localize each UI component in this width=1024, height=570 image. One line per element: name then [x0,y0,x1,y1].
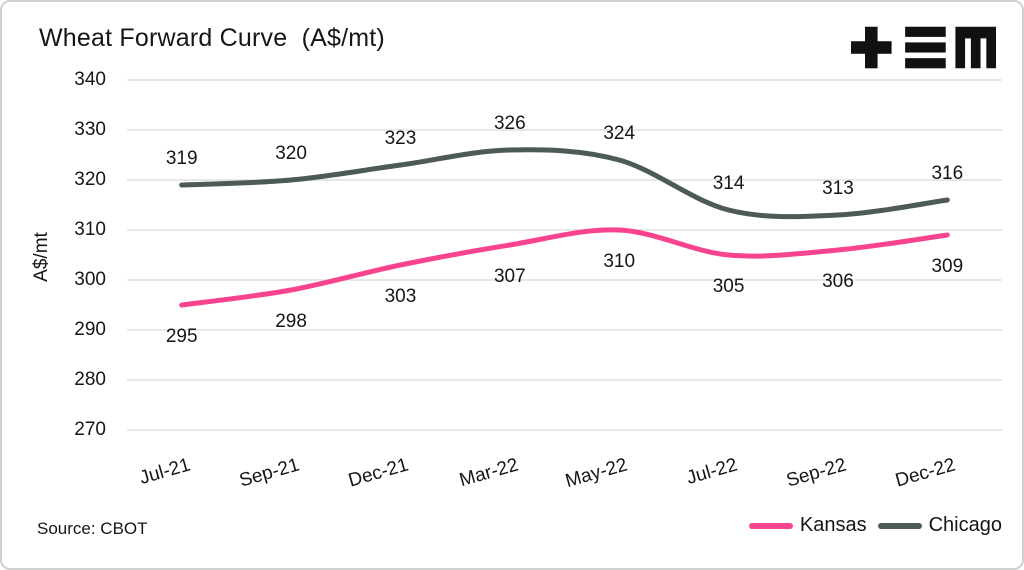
y-tick-label: 330 [74,119,106,140]
legend-item-chicago: Chicago [877,514,1002,537]
data-label-chicago: 320 [275,143,307,164]
data-label-chicago: 316 [931,163,964,184]
data-label-kansas: 298 [275,311,307,332]
y-tick-label: 320 [74,169,106,190]
data-label-chicago: 323 [384,128,417,149]
logo-m-glyph [955,26,996,69]
data-label-chicago: 313 [822,178,854,199]
y-tick-label: 340 [74,69,106,90]
data-label-chicago: 326 [493,113,526,134]
series-line-kansas [179,227,950,308]
legend-swatch-chicago [877,522,922,529]
tem-logo [851,26,996,69]
legend-label-chicago: Chicago [928,514,1002,536]
legend-label-kansas: Kansas [799,514,867,536]
data-label-kansas: 305 [712,276,745,297]
y-tick-label: 290 [74,319,106,340]
series-line-chicago [179,147,950,220]
series-lines [179,147,950,308]
data-label-kansas: 309 [931,256,964,277]
data-label-kansas: 307 [493,266,526,287]
source-note: Source: CBOT [37,519,148,538]
gridlines [127,79,1002,431]
data-label-chicago: 314 [712,173,745,194]
logo-plus-glyph [851,26,892,69]
y-tick-label: 280 [74,369,106,390]
data-label-kansas: 310 [603,251,636,272]
y-tick-label: 310 [74,219,106,240]
legend: Kansas Chicago [748,514,1002,537]
chart-title: Wheat Forward Curve (A$/mt) [39,24,385,52]
data-label-kansas: 303 [384,286,417,307]
data-label-kansas: 306 [822,271,854,292]
legend-swatch-kansas [748,522,793,529]
y-tick-label: 270 [74,419,106,440]
y-tick-label: 300 [74,269,106,290]
data-label-chicago: 319 [165,148,198,169]
legend-item-kansas: Kansas [748,514,867,537]
logo-bars-glyph [905,26,946,69]
data-label-chicago: 324 [603,123,636,144]
data-label-kansas: 295 [165,326,198,347]
